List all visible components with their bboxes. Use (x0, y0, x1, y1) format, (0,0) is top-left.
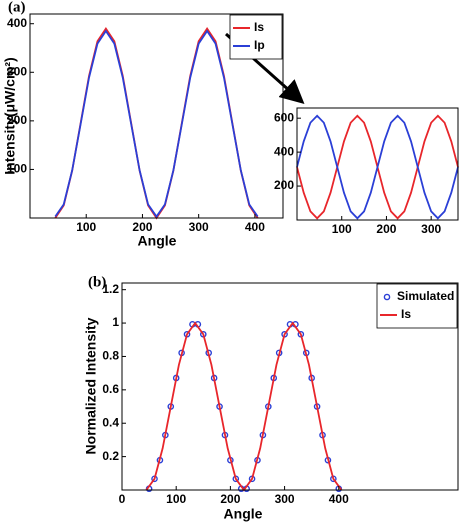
axes-box (121, 282, 459, 491)
x-tick-label: 400 (245, 220, 265, 234)
y-tick-label: 0.4 (102, 415, 119, 429)
x-tick-label: 100 (332, 222, 352, 236)
legend-box (376, 283, 458, 329)
y-tick-label: 1.2 (102, 282, 119, 296)
y-tick-label: 400 (7, 16, 27, 30)
y-axis-label: Normalized Intensity (83, 317, 99, 454)
x-tick-label: 200 (376, 222, 396, 236)
x-tick-label: 300 (421, 222, 441, 236)
legend-label: Is (254, 20, 264, 34)
y-tick-label: 1 (112, 315, 119, 329)
x-tick-label: 400 (329, 492, 349, 506)
x-tick-label: 0 (119, 492, 126, 506)
y-tick-label: 300 (7, 64, 27, 78)
y-tick-label: 600 (274, 110, 294, 124)
y-tick-label: 0.8 (102, 349, 119, 363)
data-line (296, 114, 459, 220)
x-tick-label: 300 (275, 492, 295, 506)
data-line (54, 29, 259, 219)
data-line (54, 26, 259, 220)
axes-box (29, 13, 284, 219)
y-tick-label: 200 (7, 113, 27, 127)
x-axis-label: Angle (224, 506, 263, 522)
legend-box (229, 14, 283, 60)
legend-label: Is (401, 307, 411, 321)
y-tick-label: 100 (7, 162, 27, 176)
x-tick-label: 100 (76, 220, 96, 234)
x-tick-label: 200 (220, 492, 240, 506)
panel-label: (b) (88, 274, 106, 290)
axes-box (296, 107, 459, 221)
data-line (145, 321, 343, 492)
x-tick-label: 200 (132, 220, 152, 234)
y-tick-label: 400 (274, 144, 294, 158)
legend-marker (383, 293, 391, 301)
legend-label: Ip (254, 38, 265, 52)
x-axis-label: Angle (138, 233, 177, 249)
y-tick-label: 0.2 (102, 449, 119, 463)
panel-label: (a) (8, 0, 26, 15)
y-tick-label: 200 (274, 178, 294, 192)
x-tick-label: 300 (189, 220, 209, 234)
legend-label: Simulated (397, 289, 454, 303)
y-axis-label: Intensity(μW/cm²) (2, 57, 18, 174)
y-tick-label: 0.6 (102, 382, 119, 396)
x-tick-label: 100 (166, 492, 186, 506)
